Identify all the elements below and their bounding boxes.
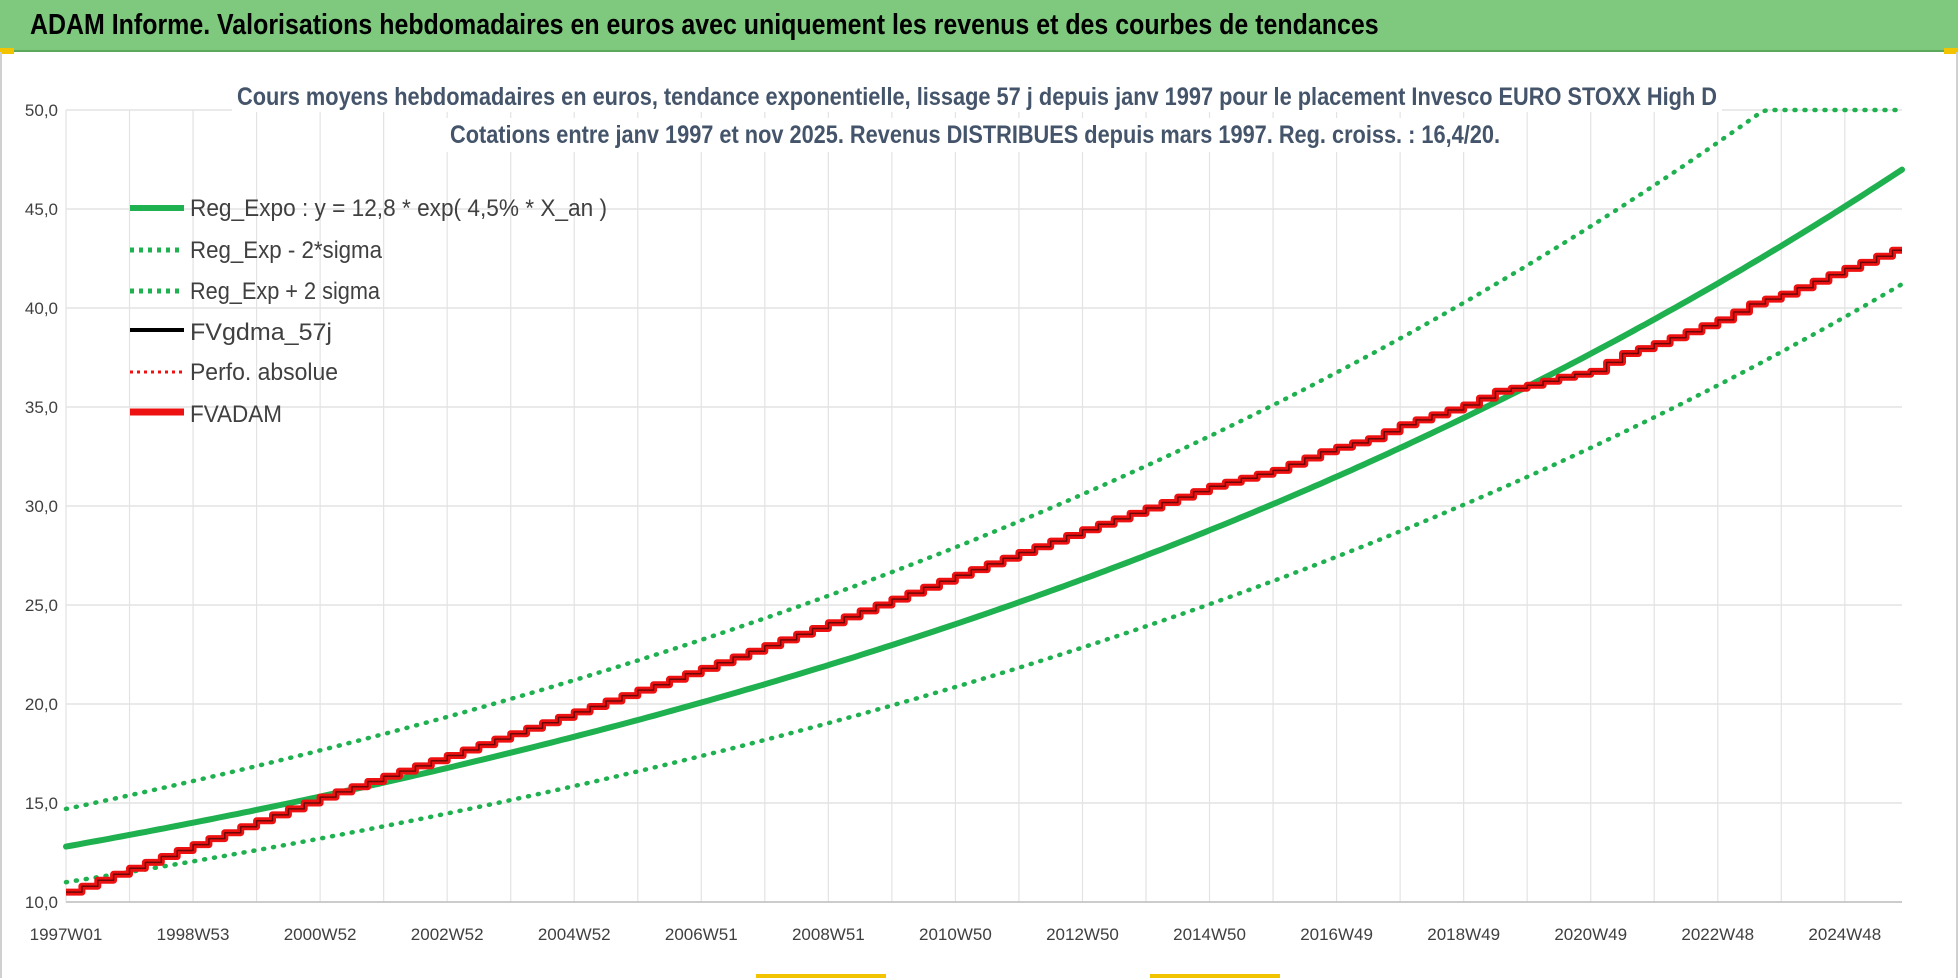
x-tick-label: 2016W49 xyxy=(1300,925,1373,944)
title-backdrop-2 xyxy=(446,118,1504,152)
x-tick-label: 2000W52 xyxy=(284,925,357,944)
y-tick-label: 50,0 xyxy=(25,101,58,120)
legend-item-fvgdma: FVgdma_57j xyxy=(130,319,332,346)
x-tick-label: 2002W52 xyxy=(411,925,484,944)
grid xyxy=(65,109,1902,903)
report-title: ADAM Informe. Valorisations hebdomadaire… xyxy=(30,9,1379,41)
legend-label-perfo: Perfo. absolue xyxy=(190,359,338,386)
y-tick-label: 40,0 xyxy=(25,299,58,318)
series-line-reg-exp-2-sigma xyxy=(63,107,1905,812)
chart-title: Cours moyens hebdomadaires en euros, ten… xyxy=(232,78,1722,152)
x-tick-label: 2004W52 xyxy=(538,925,611,944)
series-line-fvgdma-57j xyxy=(66,249,1902,893)
y-tick-label: 15,0 xyxy=(25,794,58,813)
legend: Reg_Expo : y = 12,8 * exp( 4,5% * X_an )… xyxy=(130,195,607,428)
y-tick-label: 20,0 xyxy=(25,695,58,714)
x-tick-label: 2018W49 xyxy=(1427,925,1500,944)
legend-item-reg-expo: Reg_Expo : y = 12,8 * exp( 4,5% * X_an ) xyxy=(130,195,607,222)
x-tick-label: 2008W51 xyxy=(792,925,865,944)
x-tick-label: 2006W51 xyxy=(665,925,738,944)
x-tick-label: 2012W50 xyxy=(1046,925,1119,944)
y-tick-label: 25,0 xyxy=(25,596,58,615)
corner-mark-left xyxy=(0,48,14,54)
bottom-mark-2 xyxy=(1150,974,1280,978)
legend-item-fvadam: FVADAM xyxy=(130,401,282,428)
y-tick-label: 30,0 xyxy=(25,497,58,516)
legend-label-fvgdma: FVgdma_57j xyxy=(190,319,332,346)
x-tick-label: 2020W49 xyxy=(1554,925,1627,944)
legend-label-reg-exp-minus: Reg_Exp - 2*sigma xyxy=(190,237,383,264)
y-tick-label: 45,0 xyxy=(25,200,58,219)
title-backdrop-1 xyxy=(232,78,1722,112)
bottom-mark-1 xyxy=(756,974,886,978)
legend-label-reg-expo: Reg_Expo : y = 12,8 * exp( 4,5% * X_an ) xyxy=(190,195,607,222)
y-tick-label: 35,0 xyxy=(25,398,58,417)
x-tick-label: 2022W48 xyxy=(1681,925,1754,944)
series-line-reg-expo xyxy=(63,166,1905,850)
x-tick-label: 2024W48 xyxy=(1808,925,1881,944)
x-tick-label: 1997W01 xyxy=(30,925,103,944)
legend-label-reg-exp-plus: Reg_Exp + 2 sigma xyxy=(190,278,381,305)
legend-item-reg-exp-minus: Reg_Exp - 2*sigma xyxy=(130,237,383,264)
chart-title-line-2: Cotations entre janv 1997 et nov 2025. R… xyxy=(450,121,1500,149)
series-line-fvadam xyxy=(66,246,1902,896)
y-tick-label: 10,0 xyxy=(25,893,58,912)
legend-item-perfo: Perfo. absolue xyxy=(130,359,338,386)
x-tick-label: 1998W53 xyxy=(157,925,230,944)
x-tick-label: 2014W50 xyxy=(1173,925,1246,944)
legend-label-fvadam: FVADAM xyxy=(190,401,282,428)
corner-mark-right xyxy=(1944,48,1958,54)
chart-frame xyxy=(0,52,1958,978)
axis-labels: 10,0 15,0 20,0 25,0 30,0 35,0 40,0 45,0 50,0 1997… xyxy=(25,101,1881,944)
chart-title-line-1: Cours moyens hebdomadaires en euros, ten… xyxy=(237,83,1717,111)
x-tick-label: 2010W50 xyxy=(919,925,992,944)
report-banner: ADAM Informe. Valorisations hebdomadaire… xyxy=(0,0,1958,52)
legend-item-reg-exp-plus: Reg_Exp + 2 sigma xyxy=(130,278,381,305)
series-line-reg-exp-2-sigma xyxy=(63,281,1905,885)
series xyxy=(63,107,1905,896)
